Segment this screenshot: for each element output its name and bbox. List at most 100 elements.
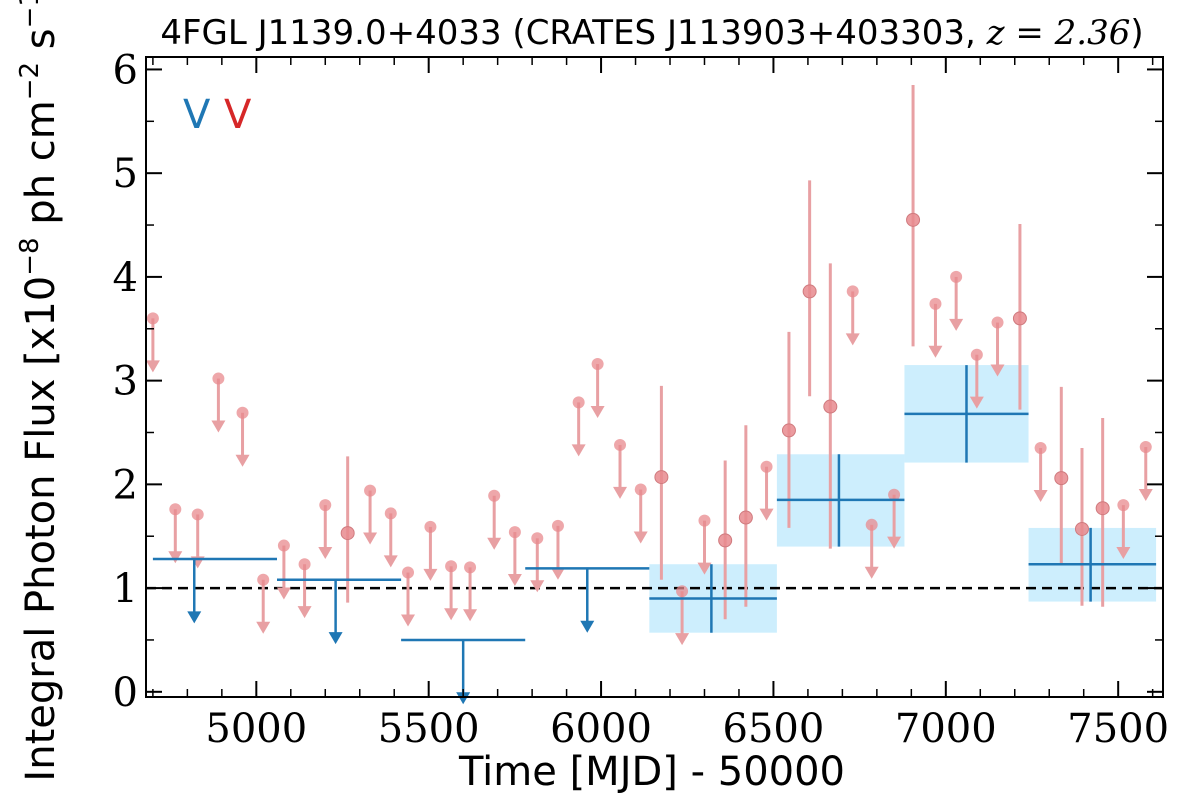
y-axis-label: Integral Photon Flux [x10−8 ph cm−2 s−1] xyxy=(15,0,64,782)
fine-upper-limit-arrow xyxy=(235,454,250,467)
fine-upper-limit-marker xyxy=(191,508,204,521)
fine-upper-limit-marker xyxy=(402,566,415,579)
fine-upper-limit-arrow xyxy=(969,396,984,409)
fine-upper-limit-arrow xyxy=(463,609,478,622)
y-tick-label: 1 xyxy=(113,566,138,612)
fine-upper-limit-marker xyxy=(950,270,963,283)
fine-upper-limit-arrow xyxy=(487,537,502,550)
fine-upper-limit-arrow xyxy=(145,360,160,373)
fine-data-point xyxy=(340,526,355,541)
fine-upper-limit-arrow xyxy=(759,508,774,521)
coarse-upper-limit-arrow xyxy=(456,692,471,705)
fine-upper-limit-arrow xyxy=(507,574,522,587)
fine-upper-limit-arrow xyxy=(530,580,545,593)
fine-upper-limit-arrow xyxy=(168,551,183,564)
fine-upper-limit-arrow xyxy=(887,536,902,549)
fine-upper-limit-marker xyxy=(614,438,627,451)
fine-upper-limit-arrow xyxy=(864,566,879,579)
fine-upper-limit-marker xyxy=(319,499,332,512)
fine-data-point xyxy=(823,399,838,414)
fine-upper-limit-marker xyxy=(1034,442,1047,455)
x-tick-label: 6000 xyxy=(550,706,652,752)
fine-upper-limit-marker xyxy=(531,532,544,545)
x-tick-label: 6500 xyxy=(723,706,825,752)
fine-upper-limit-arrow xyxy=(401,614,416,627)
fine-data-point xyxy=(1054,471,1069,486)
fine-upper-limit-marker xyxy=(464,561,477,574)
fine-upper-limit-arrow xyxy=(675,633,690,646)
fine-upper-limit-arrow xyxy=(318,547,333,560)
y-tick-label: 0 xyxy=(113,670,138,716)
fine-upper-limit-marker xyxy=(488,489,501,502)
fine-upper-limit-arrow xyxy=(928,345,943,358)
y-tick-label: 5 xyxy=(113,151,138,197)
fine-upper-limit-arrow xyxy=(613,486,628,499)
y-tick-label: 3 xyxy=(113,359,138,405)
fine-upper-limit-arrow xyxy=(211,420,226,433)
fine-upper-limit-arrow xyxy=(571,444,586,457)
fine-upper-limit-marker xyxy=(846,285,859,298)
fine-upper-limit-arrow xyxy=(1138,488,1153,501)
fine-upper-limit-arrow xyxy=(1033,489,1048,502)
fine-upper-limit-marker xyxy=(236,406,249,419)
y-tick-label: 6 xyxy=(113,47,138,93)
fine-upper-limit-arrow xyxy=(1116,547,1131,560)
fine-upper-limit-marker xyxy=(364,484,377,497)
coarse-upper-limit-arrow xyxy=(187,611,202,624)
fine-upper-limit-marker xyxy=(1139,441,1152,454)
fine-upper-limit-arrow xyxy=(363,532,378,545)
fine-upper-limit-marker xyxy=(991,316,1004,329)
fine-upper-limit-arrow xyxy=(444,608,459,621)
x-tick-label: 5500 xyxy=(378,706,480,752)
fine-upper-limit-marker xyxy=(257,573,270,586)
fine-upper-limit-marker xyxy=(591,358,604,371)
fine-upper-limit-marker xyxy=(888,488,901,501)
fine-data-point xyxy=(1095,501,1110,516)
fine-upper-limit-arrow xyxy=(845,333,860,346)
y-tick-label: 4 xyxy=(113,255,138,301)
fine-upper-limit-marker xyxy=(146,312,159,325)
fine-upper-limit-marker xyxy=(865,518,878,531)
fine-data-point xyxy=(802,284,817,299)
coarse-upper-limit-arrow xyxy=(328,632,343,645)
x-tick-label: 7000 xyxy=(895,706,997,752)
fine-upper-limit-marker xyxy=(212,372,225,385)
legend-blue-v: V xyxy=(183,92,211,138)
fine-upper-limit-arrow xyxy=(297,606,312,619)
legend-red-v: V xyxy=(224,92,252,138)
fine-upper-limit-arrow xyxy=(256,621,271,634)
axis-ticks: 5000 5500 6000 6500 7000 7500 0 1 2 3 4 5 6 xyxy=(113,47,1170,752)
fine-upper-limit-marker xyxy=(572,396,585,409)
fine-upper-limit-marker xyxy=(298,558,311,571)
fine-upper-limit-marker xyxy=(929,297,942,310)
fine-upper-limit-marker xyxy=(676,585,689,598)
fine-data-point xyxy=(781,423,796,438)
fine-data-point xyxy=(1074,521,1089,536)
fine-upper-limit-marker xyxy=(551,519,564,532)
fine-upper-limit-arrow xyxy=(423,568,438,581)
fine-upper-limit-arrow xyxy=(949,318,964,331)
fine-upper-limit-arrow xyxy=(990,364,1005,377)
fine-upper-limit-marker xyxy=(424,520,437,533)
plot-frame xyxy=(145,56,1164,698)
fine-upper-limit-marker xyxy=(760,460,773,473)
fine-upper-limit-marker xyxy=(698,514,711,527)
fine-upper-limit-arrow xyxy=(383,555,398,568)
x-tick-label: 5000 xyxy=(205,706,307,752)
fine-upper-limit-arrow xyxy=(550,567,565,580)
fine-upper-limit-arrow xyxy=(276,587,291,600)
x-axis-label: Time [MJD] - 50000 xyxy=(458,749,845,795)
fine-upper-limit-marker xyxy=(384,507,397,520)
fine-upper-limit-marker xyxy=(508,526,521,539)
fine-upper-limit-marker xyxy=(634,483,647,496)
fine-upper-limit-marker xyxy=(445,560,458,573)
coarse-upper-limit-arrow xyxy=(580,620,595,633)
fine-bin-layer xyxy=(145,85,1153,646)
fine-upper-limit-arrow xyxy=(633,531,648,544)
fine-data-point xyxy=(906,212,921,227)
fine-upper-limit-arrow xyxy=(590,405,605,418)
fine-data-point xyxy=(654,470,669,485)
fine-upper-limit-marker xyxy=(169,503,182,516)
fine-upper-limit-arrow xyxy=(697,562,712,575)
